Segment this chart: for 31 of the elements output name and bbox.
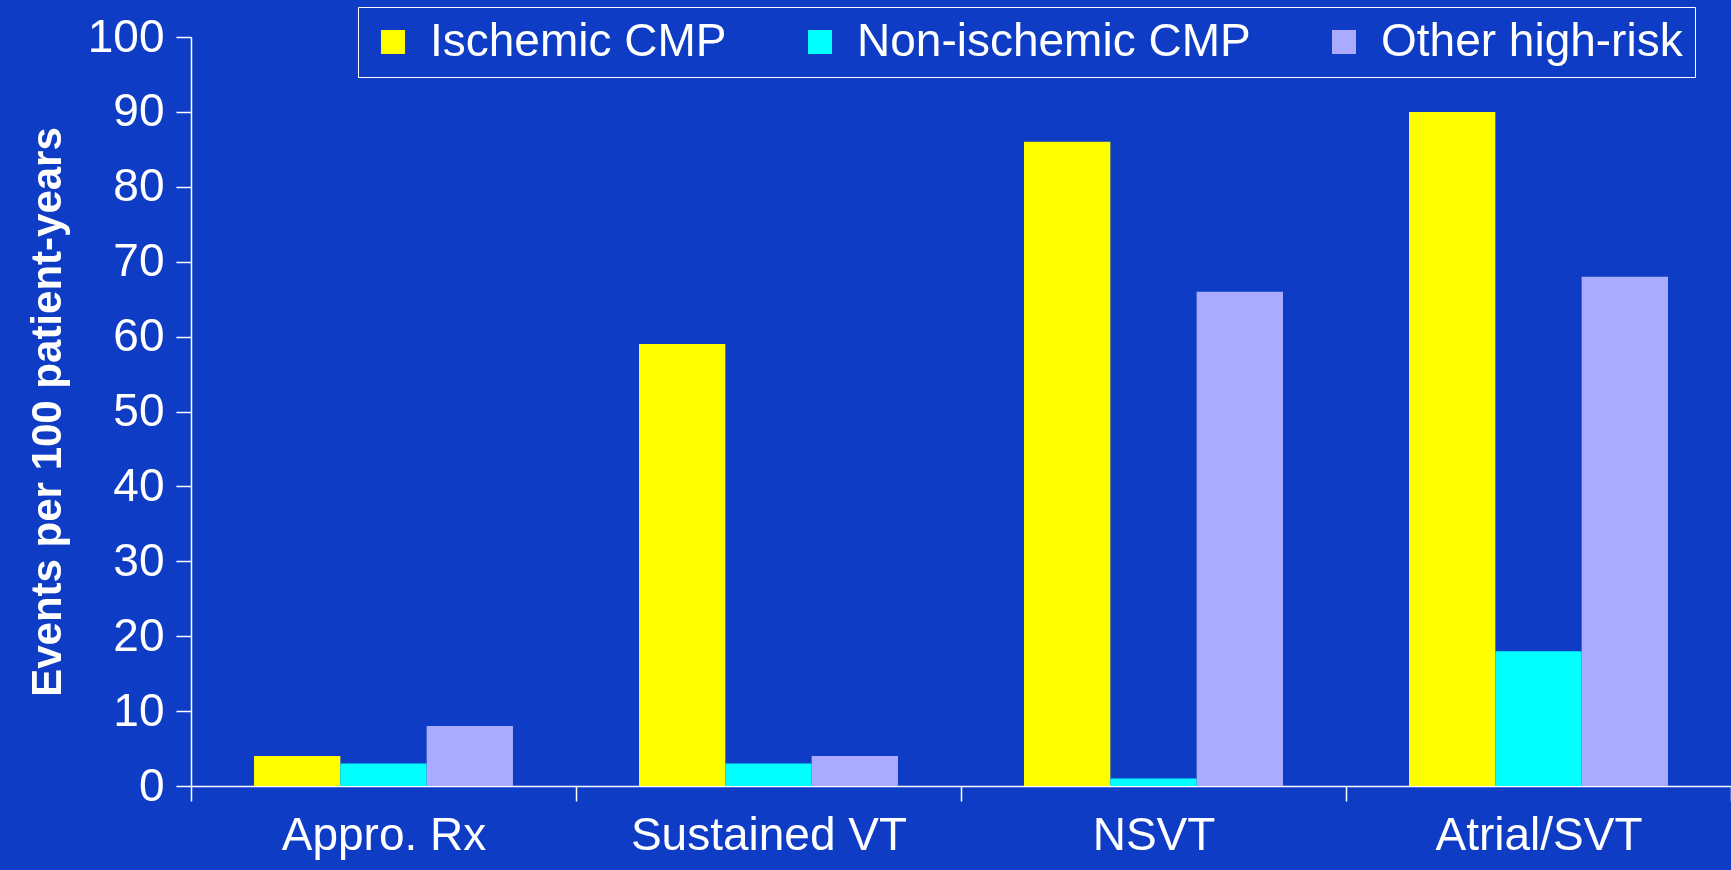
y-tick-label: 20 bbox=[113, 608, 165, 661]
y-tick-label: 40 bbox=[113, 458, 165, 511]
y-axis-title: Events per 100 patient-years bbox=[22, 127, 70, 697]
bar bbox=[1409, 111, 1496, 786]
y-tick-label: 100 bbox=[87, 9, 165, 62]
bar bbox=[1110, 778, 1197, 786]
y-tick-label: 0 bbox=[138, 758, 165, 811]
bar bbox=[1024, 141, 1111, 786]
x-tick-label: Atrial/SVT bbox=[1435, 807, 1643, 860]
x-tick-label: Appro. Rx bbox=[281, 807, 487, 860]
y-tick-label: 50 bbox=[113, 384, 165, 436]
x-tick-label: NSVT bbox=[1092, 807, 1216, 860]
legend-label: Non-ischemic CMP bbox=[857, 14, 1251, 66]
bar bbox=[254, 756, 341, 786]
bar bbox=[426, 726, 513, 786]
x-tick-label: Sustained VT bbox=[630, 807, 908, 860]
bar bbox=[340, 763, 427, 786]
bar bbox=[1495, 651, 1582, 786]
legend-label: Ischemic CMP bbox=[430, 14, 727, 66]
bar bbox=[1196, 291, 1283, 786]
y-tick-label: 10 bbox=[113, 683, 165, 736]
bar bbox=[725, 763, 812, 786]
y-tick-label: 90 bbox=[113, 84, 165, 137]
y-tick-label: 30 bbox=[113, 533, 165, 586]
bar bbox=[639, 344, 726, 786]
y-tick-label: 60 bbox=[113, 309, 165, 362]
bar bbox=[811, 756, 898, 786]
y-tick-label: 70 bbox=[113, 234, 165, 287]
bar bbox=[1581, 276, 1668, 786]
y-tick-label: 80 bbox=[113, 159, 165, 212]
legend-label: Other high-risk bbox=[1381, 14, 1684, 66]
